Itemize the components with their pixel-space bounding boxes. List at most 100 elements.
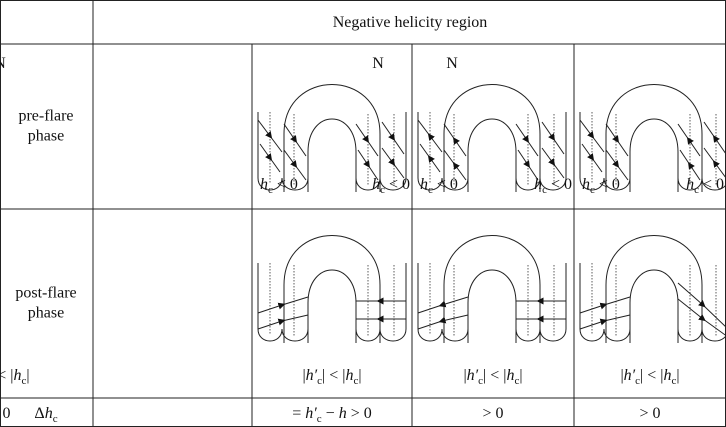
field-line bbox=[257, 314, 309, 330]
text-segment: | bbox=[26, 367, 29, 384]
text-segment: c bbox=[353, 375, 358, 387]
left-legs bbox=[257, 112, 309, 191]
header-title: Negative helicity region bbox=[333, 14, 488, 31]
polarity-label: hc < 0 bbox=[260, 176, 298, 196]
text-segment: c bbox=[21, 375, 26, 387]
outer-arch bbox=[605, 84, 703, 192]
text-segment: < 0 bbox=[433, 176, 458, 193]
field-line bbox=[419, 143, 441, 173]
text-segment: − bbox=[322, 405, 339, 422]
text-segment: h′ bbox=[306, 367, 318, 384]
text-segment: c bbox=[542, 184, 547, 196]
text-segment: > 0 bbox=[347, 405, 372, 422]
helicity-label: |h′c| < |hc| bbox=[0, 367, 30, 387]
inner-arch bbox=[307, 269, 357, 343]
text-segment: c bbox=[380, 184, 385, 196]
text-segment: c bbox=[635, 375, 640, 387]
text-segment: | bbox=[620, 367, 623, 384]
left-legs bbox=[417, 112, 469, 191]
field-line bbox=[677, 298, 726, 337]
inner-arch bbox=[629, 118, 679, 192]
row-label: pre-flare bbox=[18, 108, 73, 125]
n-label: N bbox=[446, 55, 458, 72]
field-line bbox=[703, 121, 726, 155]
field-line bbox=[703, 147, 726, 179]
field-line bbox=[257, 119, 283, 153]
tube-edge bbox=[591, 112, 717, 186]
text-segment: < 0 bbox=[547, 176, 572, 193]
text-segment: h bbox=[260, 176, 268, 193]
field-line bbox=[541, 147, 565, 179]
polarity-label: hc < 0 bbox=[420, 176, 458, 196]
text-segment: | bbox=[358, 367, 361, 384]
text-segment: c bbox=[53, 413, 58, 425]
text-segment: h bbox=[339, 405, 347, 422]
text-segment: h bbox=[663, 367, 671, 384]
field-line bbox=[443, 149, 467, 181]
text-segment: h bbox=[13, 367, 21, 384]
text-segment: c bbox=[694, 184, 699, 196]
field-line bbox=[417, 314, 469, 330]
field-line bbox=[355, 123, 379, 157]
polarity-label: hc < 0 bbox=[534, 176, 572, 196]
text-segment: > 0 bbox=[639, 405, 660, 422]
loop-diagram bbox=[417, 84, 567, 192]
field-line bbox=[357, 149, 379, 181]
text-segment: | bbox=[676, 367, 679, 384]
text-segment: h bbox=[372, 176, 380, 193]
text-segment: > 0 bbox=[482, 405, 503, 422]
text-segment: h′ bbox=[624, 367, 636, 384]
text-segment: h bbox=[345, 367, 353, 384]
text-segment: h bbox=[686, 176, 694, 193]
field-line bbox=[581, 143, 603, 173]
field-line bbox=[579, 119, 605, 153]
text-segment: h bbox=[582, 176, 590, 193]
tube-edge bbox=[269, 112, 395, 186]
polarity-label: hc < 0 bbox=[372, 176, 410, 196]
text-segment: | bbox=[463, 367, 466, 384]
left-legs bbox=[257, 263, 309, 342]
text-segment: h bbox=[506, 367, 514, 384]
outer-arch bbox=[283, 84, 381, 192]
loop-diagram bbox=[579, 84, 726, 192]
field-line bbox=[579, 296, 631, 314]
field-line bbox=[517, 149, 539, 181]
text-segment: < 0 bbox=[273, 176, 298, 193]
row-label: phase bbox=[28, 305, 64, 322]
footer-cell: > 0 bbox=[0, 405, 11, 422]
inner-arch bbox=[629, 269, 679, 343]
inner-arch bbox=[307, 118, 357, 192]
field-line bbox=[541, 121, 565, 155]
field-line bbox=[605, 149, 629, 181]
text-segment: < 0 bbox=[385, 176, 410, 193]
text-segment: Δ bbox=[34, 405, 44, 422]
inner-arch bbox=[467, 118, 517, 192]
field-line bbox=[605, 123, 629, 157]
field-line bbox=[283, 149, 307, 181]
tube-edge bbox=[429, 112, 555, 186]
n-label: N bbox=[0, 55, 6, 72]
text-segment: | bbox=[519, 367, 522, 384]
field-line bbox=[417, 119, 443, 153]
outer-arch bbox=[605, 235, 703, 343]
field-line bbox=[515, 123, 539, 157]
text-segment: c bbox=[478, 375, 483, 387]
left-legs bbox=[417, 263, 469, 342]
text-segment: c bbox=[317, 375, 322, 387]
right-legs bbox=[355, 263, 407, 342]
text-segment: h′ bbox=[305, 405, 317, 422]
field-line bbox=[677, 282, 726, 328]
text-segment: c bbox=[317, 413, 322, 425]
right-legs bbox=[515, 263, 567, 342]
inner-arch bbox=[467, 269, 517, 343]
field-line bbox=[443, 123, 467, 157]
text-segment: c bbox=[428, 184, 433, 196]
field-line bbox=[283, 123, 307, 157]
tube-edge bbox=[269, 263, 395, 337]
field-line bbox=[381, 121, 405, 155]
helicity-label: |h′c| < |hc| bbox=[302, 367, 361, 387]
text-segment: c bbox=[590, 184, 595, 196]
